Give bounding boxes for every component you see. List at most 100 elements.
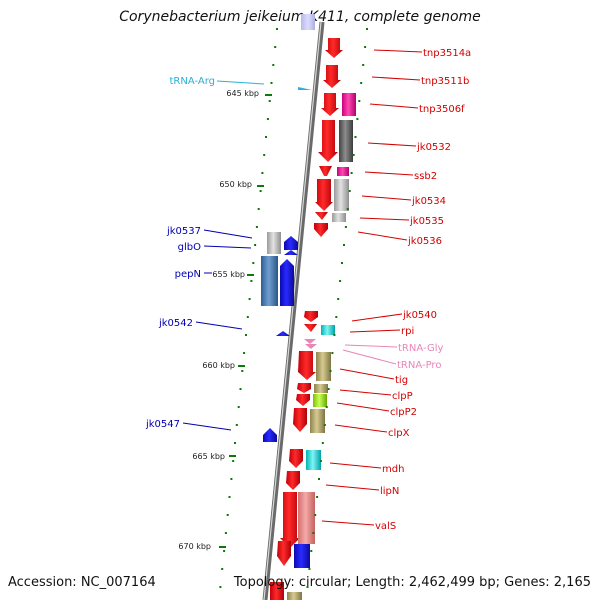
gene-label[interactable]: tRNA-Gly [398,343,443,354]
scale-dot [333,334,336,336]
gene-label[interactable]: clpX [388,428,410,439]
gene-jk0536[interactable] [314,223,328,237]
scale-dot [335,316,338,318]
scale-dot [360,82,363,84]
scale-dot [362,64,365,66]
gene-label[interactable]: jk0540 [402,310,437,321]
gene-label-layer: tnp3514a tnp3511b tnp3506f jk0532 ssb2 j… [375,48,471,532]
gene-label[interactable]: jk0537 [166,226,201,237]
cog-box-clpP2 [313,394,327,407]
gene-label[interactable]: jk0534 [411,196,446,207]
cog-box-fwd-next [294,544,310,568]
scale-dot [241,370,244,372]
cog-box-pepN [261,256,278,306]
scale-dot [254,244,257,246]
scale-dot [232,460,235,462]
gene-lipN[interactable] [286,471,300,490]
scale-dot [266,118,269,120]
gene-label[interactable]: tnp3511b [421,76,469,87]
scale-dot [337,298,340,300]
gene-jk0537[interactable] [284,236,298,250]
scale-dot [219,586,222,588]
scale-dot [237,406,240,408]
gene-label[interactable]: pepN [175,269,201,280]
gene-label[interactable]: tnp3514a [423,48,471,59]
gene-clpP[interactable] [297,383,311,393]
gene-fwd-next[interactable] [277,541,291,566]
scale-dot [263,154,266,156]
scale-dot [356,118,359,120]
gene-tnp3514a[interactable] [325,38,343,58]
scale-dot [312,532,315,534]
gene-label[interactable]: jk0532 [416,142,451,153]
gene-pepN[interactable] [280,259,294,306]
scale-dot [331,352,334,354]
gene-label[interactable]: clpP2 [390,407,417,418]
gene-rpi[interactable] [304,324,317,332]
forward-genes [270,38,343,600]
gene-ssb2[interactable] [319,166,332,176]
scale-dot [306,586,309,588]
gene-label[interactable]: ssb2 [414,171,437,182]
gene-label[interactable]: lipN [380,486,399,497]
gene-fwd-bottom[interactable] [270,582,284,600]
scale-dot [250,280,253,282]
gene-mdh[interactable] [289,449,303,468]
gene-jk0542[interactable] [276,331,290,336]
gene-label[interactable]: tRNA-Arg [170,76,215,87]
gene-jk0540[interactable] [304,311,318,322]
gene-valS[interactable] [280,492,300,548]
scale-dot [224,532,227,534]
gene-tig[interactable] [298,351,316,380]
map-title: Corynebacterium jeikeium K411, complete … [119,9,481,25]
gene-label[interactable]: clpP [392,391,413,402]
gene-jk0534[interactable] [315,179,333,211]
gene-label[interactable]: jk0542 [158,318,193,329]
gene-jk0535[interactable] [315,212,328,220]
left-leaders [182,80,265,431]
gene-label[interactable]: jk0536 [407,236,442,247]
gene-jk0532[interactable] [318,120,338,162]
scale-dot [352,154,355,156]
gene-label[interactable]: glbO [178,242,201,253]
scale-label: 670 kbp [178,542,211,551]
gene-partial-top [301,14,315,30]
cog-box-bottom [287,592,302,600]
scale-dot [245,334,247,336]
gene-label[interactable]: tnp3506f [419,104,465,115]
gene-label[interactable]: jk0547 [145,419,180,430]
gene-label[interactable]: rpi [401,326,414,337]
trna-arg-mark [298,87,312,90]
scale-dot [318,478,320,480]
gene-glbO[interactable] [284,250,298,255]
scale-dot [348,190,351,192]
gene-label[interactable]: tRNA-Pro [397,360,441,371]
gene-label[interactable]: valS [375,521,396,532]
scale-dot [230,478,233,480]
scale-dot [327,388,330,390]
scale-dot [255,226,258,228]
gene-label[interactable]: tig [395,375,408,386]
scale-dot [221,568,224,570]
topology-text: Topology: circular; Length: 2,462,499 bp… [233,575,591,590]
scale-dots [219,28,368,588]
scale-dot [344,226,347,228]
gene-label-layer-left: tRNA-Arg jk0537 glbO pepN jk0542 jk0547 [145,76,215,430]
gene-label[interactable]: mdh [382,464,404,475]
gene-clpX[interactable] [293,408,307,432]
scale-dot [261,172,264,174]
gene-clpP2[interactable] [296,394,310,406]
gene-jk0547[interactable] [263,428,277,442]
cog-box-clpP [314,384,328,393]
scale-dot [226,514,229,516]
cog-box-rpi [321,325,335,335]
scale-dot [239,388,242,390]
gene-tnp3511b[interactable] [323,65,341,88]
scale-dot [364,46,367,48]
cog-box-jk0535 [332,213,346,222]
scale-dot [228,496,231,498]
scale-dot [325,406,328,408]
scale-dot [272,64,275,66]
gene-tnp3506f[interactable] [321,93,339,116]
gene-label[interactable]: jk0535 [409,216,444,227]
